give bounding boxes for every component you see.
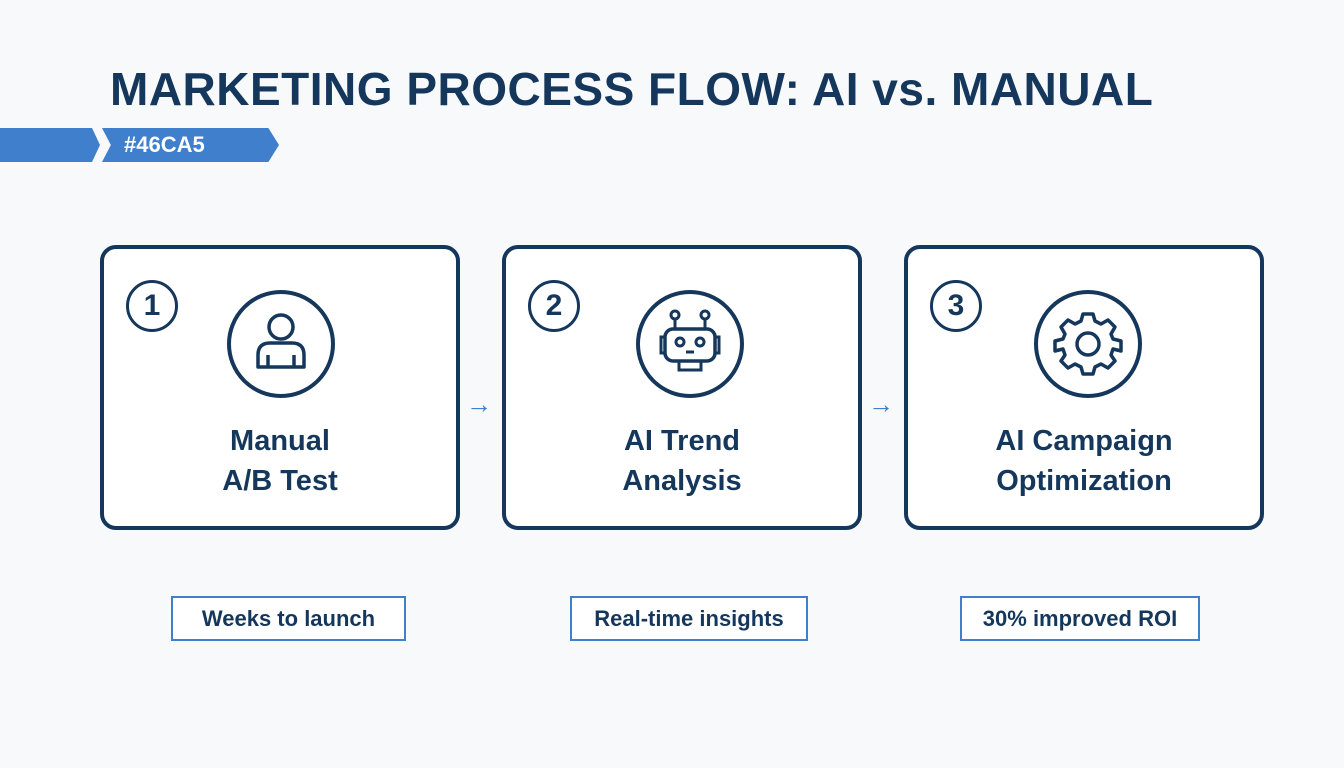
- gear-icon: [1034, 290, 1142, 398]
- step-number: 1: [126, 280, 178, 332]
- step-label: AI Campaign Optimization: [908, 421, 1260, 501]
- step-label-line: AI Campaign: [995, 425, 1173, 457]
- step-card-1: 1 Manual A/B Test: [100, 245, 460, 530]
- person-icon: [227, 290, 335, 398]
- step-label-line: Optimization: [996, 465, 1172, 497]
- step-card-2: 2 AI Trend Analysis: [502, 245, 862, 530]
- step-label: AI Trend Analysis: [506, 421, 858, 501]
- step-note-3: 30% improved ROI: [960, 596, 1200, 641]
- step-number: 2: [528, 280, 580, 332]
- step-label-line: AI Trend: [623, 425, 740, 457]
- arrow-icon: →: [868, 389, 894, 419]
- arrow-icon: →: [466, 389, 492, 419]
- step-note-2: Real-time insights: [570, 596, 808, 641]
- step-label: Manual A/B Test: [104, 421, 456, 501]
- step-number: 3: [930, 280, 982, 332]
- step-card-3: 3 AI Campaign Optimization: [904, 245, 1264, 530]
- step-label-line: Manual: [230, 425, 330, 457]
- step-label-line: A/B Test: [222, 465, 338, 497]
- robot-icon: [636, 290, 744, 398]
- step-note-1: Weeks to launch: [171, 596, 406, 641]
- page-title: MARKETING PROCESS FLOW: AI vs. MANUAL: [110, 63, 1154, 115]
- banner-segment: [0, 128, 100, 162]
- banner-label: #46CA5: [102, 128, 279, 162]
- step-label-line: Analysis: [622, 465, 742, 497]
